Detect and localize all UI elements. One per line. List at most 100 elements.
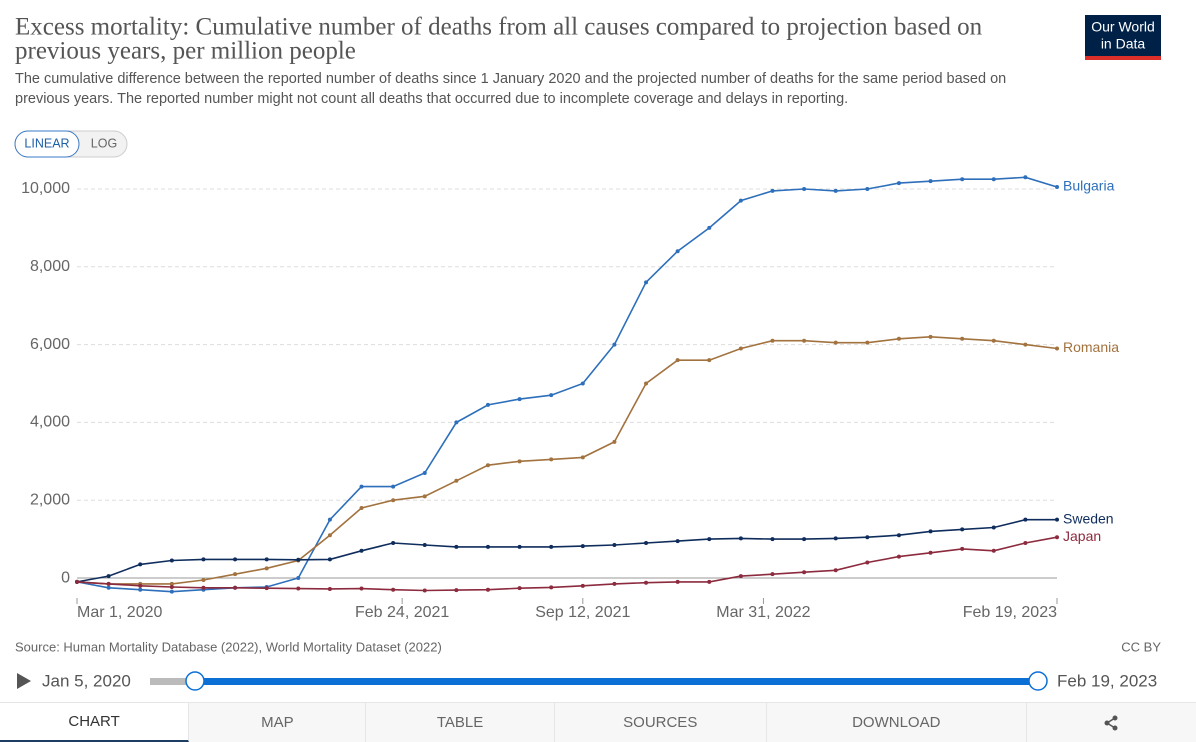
data-point (1023, 541, 1028, 546)
data-point (517, 459, 522, 464)
data-point (454, 420, 459, 425)
data-point (612, 542, 617, 547)
data-point (802, 537, 807, 542)
data-point (169, 558, 174, 563)
linear-button[interactable] (14, 130, 80, 158)
data-point (517, 586, 522, 591)
data-point (960, 546, 965, 551)
data-point (896, 336, 901, 341)
series-label: Romania (1063, 339, 1119, 355)
data-point (233, 557, 238, 562)
data-point (422, 588, 427, 593)
data-point (960, 177, 965, 182)
logo (1085, 15, 1161, 60)
data-point (296, 576, 301, 581)
series-line (76, 536, 1058, 592)
y-tick-label: 0 (61, 569, 70, 586)
data-point (802, 338, 807, 343)
data-point (675, 358, 680, 363)
play-button[interactable] (17, 673, 31, 689)
logo-text: Our World (1091, 19, 1155, 35)
data-point (928, 334, 933, 339)
data-point (201, 577, 206, 582)
tab[interactable]: TABLE (366, 703, 555, 742)
timeline-track (150, 678, 195, 685)
data-point (549, 393, 554, 398)
data-point (738, 198, 743, 203)
share-tab[interactable] (1027, 703, 1196, 742)
data-point (802, 186, 807, 191)
data-point (991, 548, 996, 553)
data-point (644, 541, 649, 546)
tab[interactable]: DOWNLOAD (767, 703, 1027, 742)
data-point (991, 525, 996, 530)
data-point (75, 579, 79, 584)
data-point (201, 557, 206, 562)
data-point (422, 494, 427, 499)
data-point (1055, 517, 1059, 522)
data-point (391, 498, 396, 503)
subtitle: previous years. The reported number migh… (15, 91, 848, 107)
data-point (833, 340, 838, 345)
data-point (517, 397, 522, 402)
title: Excess mortality: Cumulative number of d… (15, 14, 983, 41)
data-point (359, 484, 364, 489)
share-icon (1104, 715, 1118, 730)
data-point (865, 186, 870, 191)
data-point (770, 338, 775, 343)
data-point (580, 583, 585, 588)
tab[interactable]: SOURCES (555, 703, 767, 742)
series-line (76, 335, 1058, 585)
data-point (233, 585, 238, 590)
y-tick-label: 10,000 (21, 180, 70, 197)
x-tick-label: Sep 12, 2021 (535, 604, 630, 621)
subtitle: The cumulative difference between the re… (15, 71, 1006, 87)
tab[interactable]: MAP (189, 703, 367, 742)
linear-label[interactable]: LINEAR (24, 136, 69, 150)
data-point (1023, 175, 1028, 180)
data-point (802, 570, 807, 575)
source: Source: Human Mortality Database (2022),… (15, 639, 442, 654)
data-point (580, 455, 585, 460)
data-point (169, 581, 174, 586)
data-point (327, 557, 332, 562)
data-point (296, 586, 301, 591)
data-point (675, 249, 680, 254)
series-line (76, 176, 1058, 593)
tab[interactable]: CHART (0, 703, 190, 742)
data-point (865, 340, 870, 345)
data-point (1055, 185, 1059, 190)
data-point (612, 581, 617, 586)
logo-bar (1085, 56, 1161, 60)
data-point (1055, 535, 1059, 540)
x-tick-label: Feb 24, 2021 (355, 604, 449, 621)
data-point (454, 588, 459, 593)
data-point (264, 586, 269, 591)
data-point (580, 381, 585, 386)
data-point (485, 402, 490, 407)
data-point (106, 585, 111, 590)
data-point (485, 463, 490, 468)
series-label: Japan (1063, 528, 1101, 544)
timeline-end: Feb 19, 2023 (1057, 671, 1157, 690)
title: previous years, per million people (15, 38, 356, 65)
data-point (485, 587, 490, 592)
y-tick-label: 2,000 (30, 491, 70, 508)
chart: Excess mortality: Cumulative number of d… (14, 14, 1161, 691)
x-tick-label: Mar 1, 2020 (77, 604, 162, 621)
data-point (422, 542, 427, 547)
data-point (675, 579, 680, 584)
data-point (517, 544, 522, 549)
timeline-start: Jan 5, 2020 (42, 671, 131, 690)
data-point (485, 544, 490, 549)
data-point (928, 550, 933, 555)
timeline-handle[interactable] (1028, 671, 1048, 691)
data-point (391, 484, 396, 489)
log-label[interactable]: LOG (91, 136, 117, 150)
data-point (549, 457, 554, 462)
data-point (549, 544, 554, 549)
timeline-handle[interactable] (185, 671, 205, 691)
data-point (169, 584, 174, 589)
data-point (644, 381, 649, 386)
